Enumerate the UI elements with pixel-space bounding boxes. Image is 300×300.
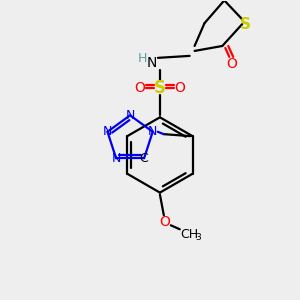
Text: N: N xyxy=(103,125,112,138)
Text: N: N xyxy=(111,152,121,165)
Text: N: N xyxy=(148,125,158,138)
Text: N: N xyxy=(125,109,135,122)
Text: H: H xyxy=(137,52,147,65)
Text: 3: 3 xyxy=(196,233,201,242)
Text: O: O xyxy=(174,81,185,94)
Text: S: S xyxy=(240,17,250,32)
Text: CH: CH xyxy=(181,228,199,241)
Text: O: O xyxy=(159,215,170,229)
Text: C: C xyxy=(140,152,148,165)
Text: N: N xyxy=(147,56,157,70)
Text: S: S xyxy=(154,79,166,97)
Text: O: O xyxy=(226,57,237,71)
Text: O: O xyxy=(135,81,146,94)
